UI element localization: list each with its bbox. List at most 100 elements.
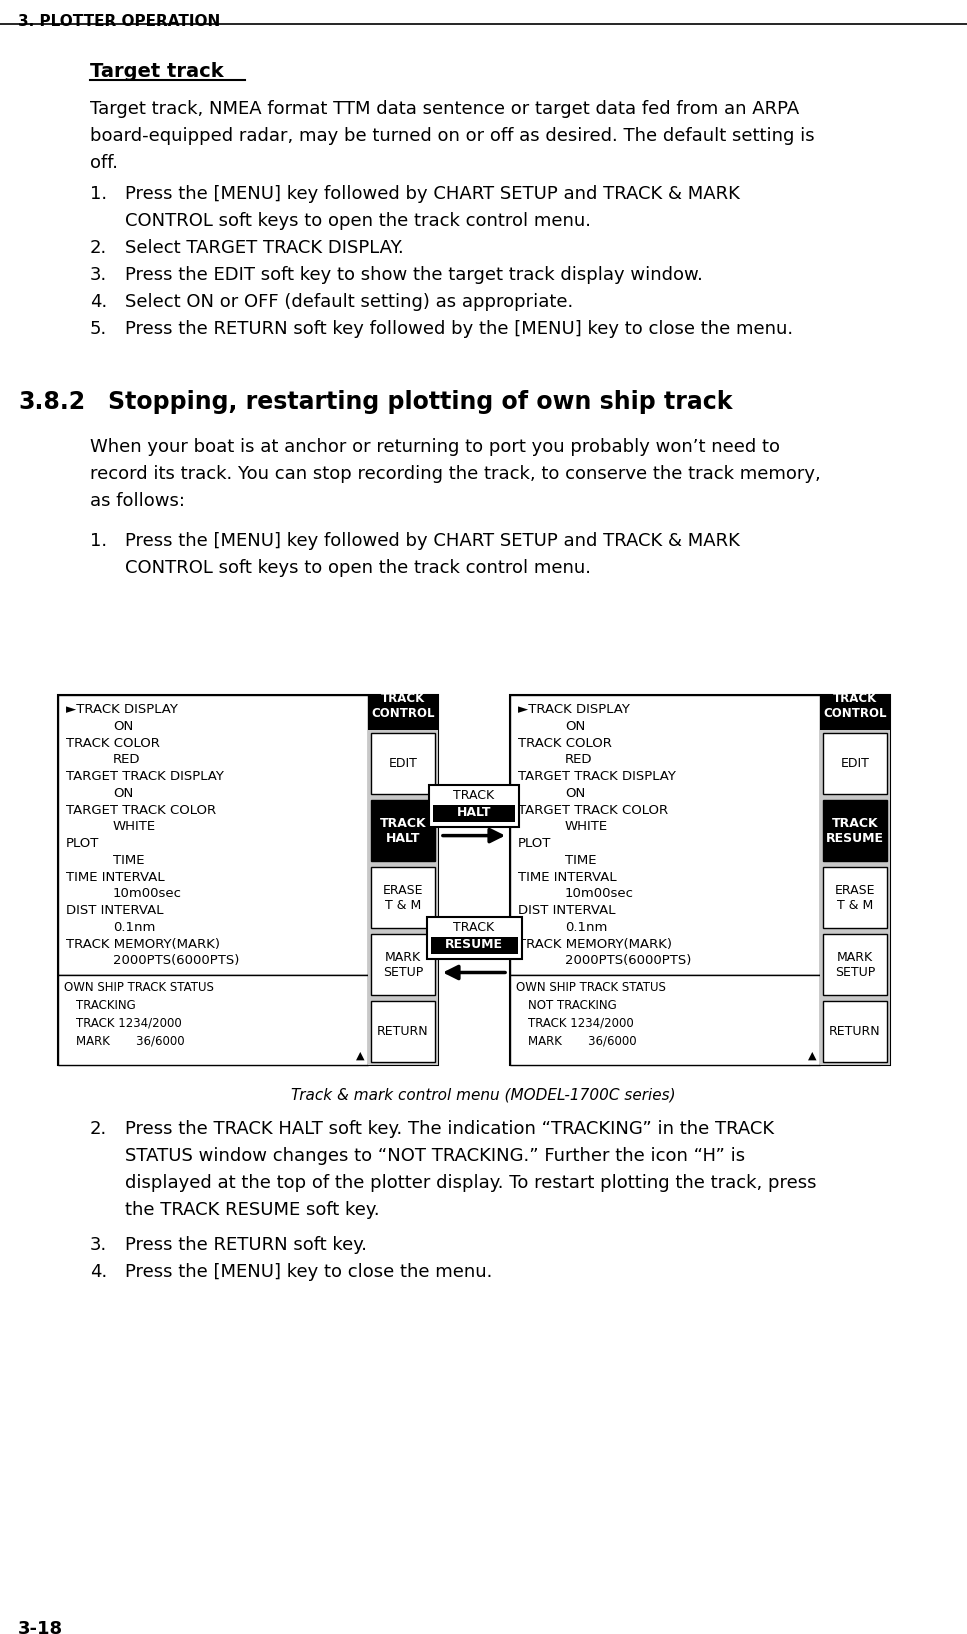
Text: Select TARGET TRACK DISPLAY.: Select TARGET TRACK DISPLAY. xyxy=(125,239,404,257)
Bar xyxy=(823,1002,887,1062)
Bar xyxy=(823,935,887,995)
Text: TRACK: TRACK xyxy=(454,922,494,935)
Bar xyxy=(58,694,368,975)
Text: TRACK COLOR: TRACK COLOR xyxy=(518,737,612,750)
Bar xyxy=(426,917,521,959)
Text: Press the [MENU] key followed by CHART SETUP and TRACK & MARK: Press the [MENU] key followed by CHART S… xyxy=(125,185,740,203)
Bar xyxy=(510,694,890,1065)
Text: WHITE: WHITE xyxy=(565,820,608,833)
Text: TARGET TRACK DISPLAY: TARGET TRACK DISPLAY xyxy=(66,770,224,783)
Text: RETURN: RETURN xyxy=(829,1025,881,1038)
Bar xyxy=(58,694,438,1065)
Text: STATUS window changes to “NOT TRACKING.” Further the icon “H” is: STATUS window changes to “NOT TRACKING.”… xyxy=(125,1147,746,1165)
Text: 0.1nm: 0.1nm xyxy=(565,920,607,933)
Text: ERASE
T & M: ERASE T & M xyxy=(835,884,875,912)
Text: PLOT: PLOT xyxy=(66,837,100,850)
Text: MARK       36/6000: MARK 36/6000 xyxy=(76,1034,185,1047)
Bar xyxy=(371,801,435,861)
Text: TIME: TIME xyxy=(565,853,597,866)
Text: the TRACK RESUME soft key.: the TRACK RESUME soft key. xyxy=(125,1201,380,1219)
Text: ▲: ▲ xyxy=(356,1051,365,1060)
Text: 3.: 3. xyxy=(90,266,107,284)
Text: Select ON or OFF (default setting) as appropriate.: Select ON or OFF (default setting) as ap… xyxy=(125,292,573,310)
Text: board-equipped radar, may be turned on or off as desired. The default setting is: board-equipped radar, may be turned on o… xyxy=(90,127,814,145)
Text: ON: ON xyxy=(565,786,585,799)
Text: 4.: 4. xyxy=(90,292,107,310)
Text: 1.: 1. xyxy=(90,185,107,203)
Text: Target track: Target track xyxy=(90,62,223,82)
Text: Press the [MENU] key to close the menu.: Press the [MENU] key to close the menu. xyxy=(125,1263,492,1281)
Text: EDIT: EDIT xyxy=(840,757,869,770)
Text: 3.8.2: 3.8.2 xyxy=(18,391,85,413)
Bar xyxy=(371,1002,435,1062)
Text: EDIT: EDIT xyxy=(389,757,418,770)
Text: 2000PTS(6000PTS): 2000PTS(6000PTS) xyxy=(113,954,240,967)
Text: RETURN: RETURN xyxy=(377,1025,428,1038)
Text: 2000PTS(6000PTS): 2000PTS(6000PTS) xyxy=(565,954,691,967)
Text: displayed at the top of the plotter display. To restart plotting the track, pres: displayed at the top of the plotter disp… xyxy=(125,1173,816,1191)
Text: Target track, NMEA format TTM data sentence or target data fed from an ARPA: Target track, NMEA format TTM data sente… xyxy=(90,100,800,118)
Text: TRACK
HALT: TRACK HALT xyxy=(380,817,426,845)
Text: 10m00sec: 10m00sec xyxy=(113,887,182,900)
Text: Stopping, restarting plotting of own ship track: Stopping, restarting plotting of own shi… xyxy=(108,391,732,413)
Text: ▲: ▲ xyxy=(807,1051,816,1060)
Text: Track & mark control menu (MODEL-1700C series): Track & mark control menu (MODEL-1700C s… xyxy=(291,1087,676,1101)
Text: 5.: 5. xyxy=(90,320,107,338)
Text: 1.: 1. xyxy=(90,533,107,551)
Text: MARK
SETUP: MARK SETUP xyxy=(835,951,875,979)
Bar xyxy=(368,730,438,1065)
Text: 0.1nm: 0.1nm xyxy=(113,920,156,933)
Text: RESUME: RESUME xyxy=(445,938,503,951)
Text: Press the RETURN soft key followed by the [MENU] key to close the menu.: Press the RETURN soft key followed by th… xyxy=(125,320,793,338)
Text: as follows:: as follows: xyxy=(90,492,185,510)
Bar xyxy=(820,730,890,1065)
Text: TRACK: TRACK xyxy=(454,789,494,802)
Text: TIME INTERVAL: TIME INTERVAL xyxy=(66,871,164,884)
Text: RED: RED xyxy=(113,753,140,766)
Text: When your boat is at anchor or returning to port you probably won’t need to: When your boat is at anchor or returning… xyxy=(90,438,780,456)
Text: TIME: TIME xyxy=(113,853,144,866)
Text: NOT TRACKING: NOT TRACKING xyxy=(528,998,617,1011)
Text: MARK       36/6000: MARK 36/6000 xyxy=(528,1034,636,1047)
Bar xyxy=(823,734,887,794)
Text: Press the EDIT soft key to show the target track display window.: Press the EDIT soft key to show the targ… xyxy=(125,266,703,284)
Bar xyxy=(823,801,887,861)
Text: 2.: 2. xyxy=(90,239,107,257)
Bar xyxy=(429,784,519,827)
Text: TRACK 1234/2000: TRACK 1234/2000 xyxy=(528,1016,633,1029)
Bar xyxy=(371,734,435,794)
Text: TARGET TRACK COLOR: TARGET TRACK COLOR xyxy=(518,804,668,817)
Text: TRACK MEMORY(MARK): TRACK MEMORY(MARK) xyxy=(518,938,672,951)
Text: WHITE: WHITE xyxy=(113,820,156,833)
Text: TARGET TRACK COLOR: TARGET TRACK COLOR xyxy=(66,804,217,817)
Text: TARGET TRACK DISPLAY: TARGET TRACK DISPLAY xyxy=(518,770,676,783)
Text: TRACKING: TRACKING xyxy=(76,998,135,1011)
Text: TRACK MEMORY(MARK): TRACK MEMORY(MARK) xyxy=(66,938,220,951)
Text: MARK
SETUP: MARK SETUP xyxy=(383,951,424,979)
Text: TRACK COLOR: TRACK COLOR xyxy=(66,737,160,750)
Bar xyxy=(820,694,890,730)
Bar xyxy=(510,694,820,975)
Text: HALT: HALT xyxy=(456,806,491,819)
Text: 4.: 4. xyxy=(90,1263,107,1281)
Text: CONTROL soft keys to open the track control menu.: CONTROL soft keys to open the track cont… xyxy=(125,559,591,577)
Text: OWN SHIP TRACK STATUS: OWN SHIP TRACK STATUS xyxy=(64,980,214,993)
Text: OWN SHIP TRACK STATUS: OWN SHIP TRACK STATUS xyxy=(516,980,666,993)
Bar xyxy=(433,806,515,822)
Text: 3-18: 3-18 xyxy=(18,1619,63,1634)
Text: TRACK
CONTROL: TRACK CONTROL xyxy=(823,691,887,719)
Text: 3.: 3. xyxy=(90,1235,107,1253)
Text: ERASE
T & M: ERASE T & M xyxy=(383,884,424,912)
Text: record its track. You can stop recording the track, to conserve the track memory: record its track. You can stop recording… xyxy=(90,466,821,484)
Text: DIST INTERVAL: DIST INTERVAL xyxy=(518,904,616,917)
Bar xyxy=(823,868,887,928)
Text: PLOT: PLOT xyxy=(518,837,551,850)
Text: ON: ON xyxy=(113,786,133,799)
Text: Press the TRACK HALT soft key. The indication “TRACKING” in the TRACK: Press the TRACK HALT soft key. The indic… xyxy=(125,1119,775,1137)
Text: RED: RED xyxy=(565,753,593,766)
Text: ON: ON xyxy=(565,719,585,732)
Text: TRACK 1234/2000: TRACK 1234/2000 xyxy=(76,1016,182,1029)
Text: ►TRACK DISPLAY: ►TRACK DISPLAY xyxy=(66,703,178,716)
Bar xyxy=(368,694,438,730)
Bar xyxy=(58,975,368,1065)
